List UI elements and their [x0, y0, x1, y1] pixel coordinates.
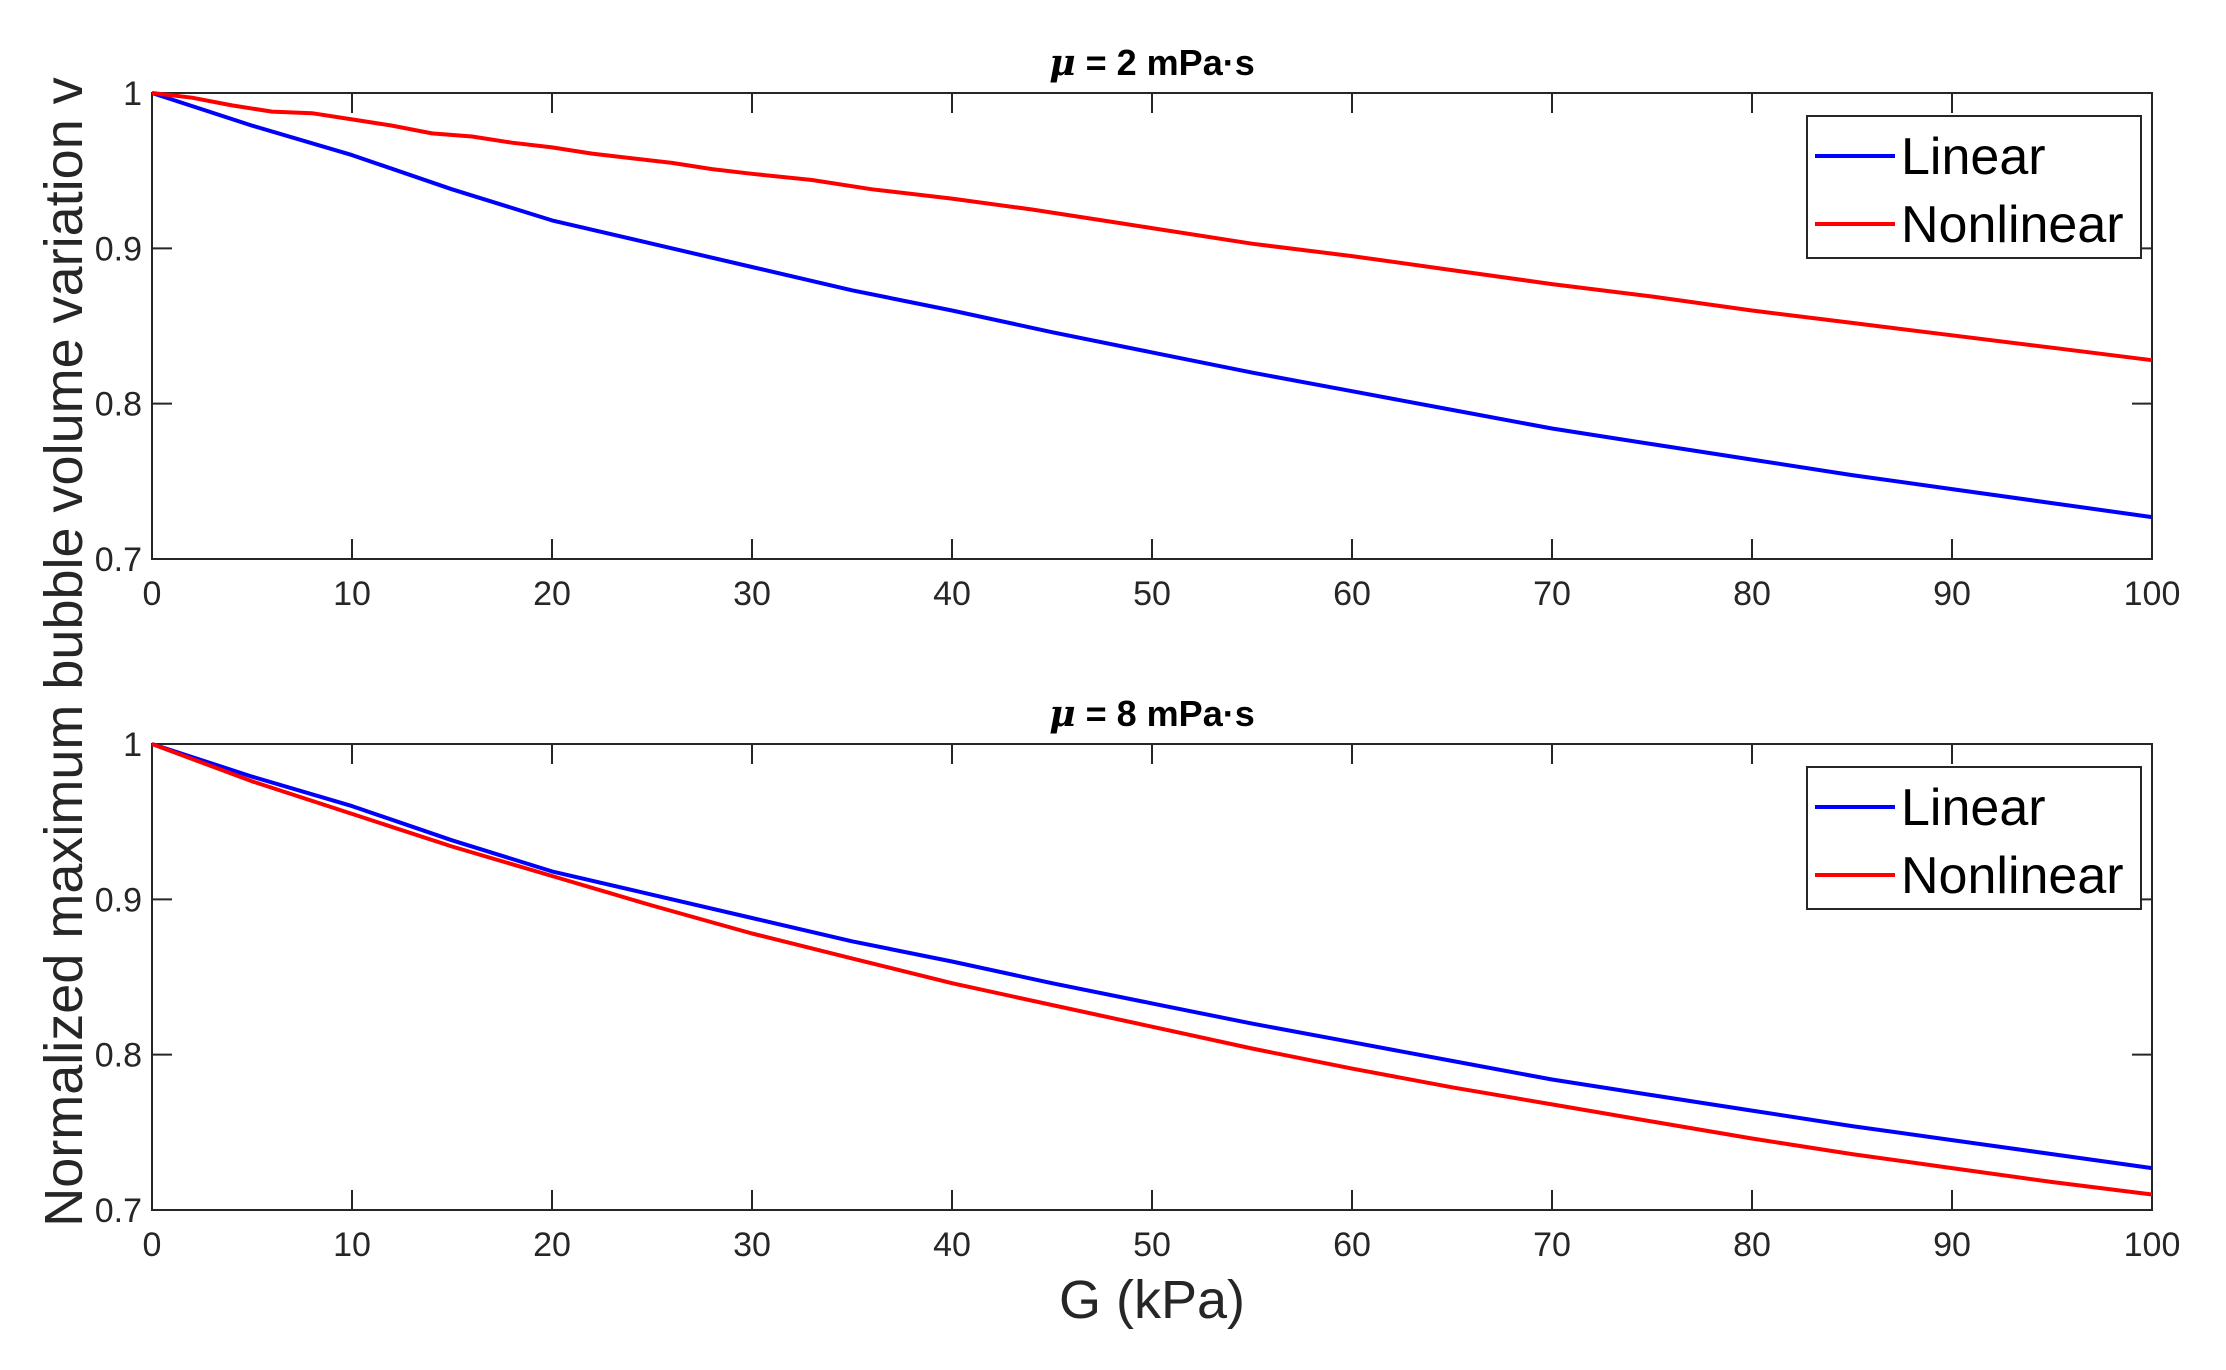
x-tick-label: 0	[143, 575, 162, 613]
series-line-linear	[151, 91, 2153, 520]
legend-box	[1806, 766, 2142, 910]
legend-label-nonlinear: Nonlinear	[1901, 196, 2124, 254]
x-tick-label: 40	[933, 575, 971, 613]
legend: Linear Nonlinear	[1806, 766, 2142, 910]
legend-box	[1806, 115, 2142, 259]
x-tick-label: 80	[1733, 575, 1771, 613]
y-tick-label: 0.7	[95, 541, 142, 579]
x-tick-label: 40	[933, 1226, 971, 1264]
y-tick-label: 1	[123, 75, 142, 113]
legend-label-linear: Linear	[1901, 779, 2046, 837]
series-line-nonlinear	[151, 91, 2153, 363]
x-tick-label: 80	[1733, 1226, 1771, 1264]
subplot-title: μ = 8 mPa·s	[1049, 693, 1254, 735]
x-tick-label: 100	[2124, 575, 2181, 613]
x-tick-label: 0	[143, 1226, 162, 1264]
x-tick-label: 50	[1133, 1226, 1171, 1264]
y-axis-label: Normalized maximum bubble volume variati…	[34, 77, 94, 1226]
x-tick-label: 60	[1333, 575, 1371, 613]
x-tick-label: 10	[333, 575, 371, 613]
x-tick-label: 50	[1133, 575, 1171, 613]
title-text: = 2 mPa·s	[1076, 42, 1255, 83]
x-tick-label: 100	[2124, 1226, 2181, 1264]
legend-label-nonlinear: Nonlinear	[1901, 847, 2124, 905]
y-tick-label: 0.8	[95, 1037, 142, 1075]
title-text: = 8 mPa·s	[1076, 693, 1255, 734]
x-tick-label: 20	[533, 575, 571, 613]
legend: Linear Nonlinear	[1806, 115, 2142, 259]
x-tick-label: 90	[1933, 1226, 1971, 1264]
x-tick-label: 70	[1533, 575, 1571, 613]
title-mu-symbol: μ	[1049, 693, 1075, 735]
title-mu-symbol: μ	[1049, 42, 1075, 84]
series-line-nonlinear	[151, 742, 2153, 1197]
series-line-linear	[151, 742, 2153, 1171]
y-tick-label: 1	[123, 726, 142, 764]
y-tick-label: 0.9	[95, 230, 142, 268]
subplot-title: μ = 2 mPa·s	[1049, 42, 1254, 84]
subplot-top: 0 10 20 30 40 50 60 70 80 90 100 0.7 0.8 0.9 1 μ = 2 mP…	[95, 42, 2181, 613]
x-tick-label: 30	[733, 575, 771, 613]
x-tick-label: 20	[533, 1226, 571, 1264]
x-tick-label: 70	[1533, 1226, 1571, 1264]
subplot-bottom: 0 10 20 30 40 50 60 70 80 90 100 0.7 0.8 0.9 1 μ = 8 mP…	[95, 693, 2181, 1264]
x-tick-label: 90	[1933, 575, 1971, 613]
x-tick-label: 30	[733, 1226, 771, 1264]
x-tick-label: 60	[1333, 1226, 1371, 1264]
y-tick-label: 0.7	[95, 1192, 142, 1230]
y-tick-label: 0.9	[95, 881, 142, 919]
y-tick-label: 0.8	[95, 386, 142, 424]
legend-label-linear: Linear	[1901, 128, 2046, 186]
x-tick-label: 10	[333, 1226, 371, 1264]
x-axis-label: G (kPa)	[1059, 1270, 1245, 1330]
